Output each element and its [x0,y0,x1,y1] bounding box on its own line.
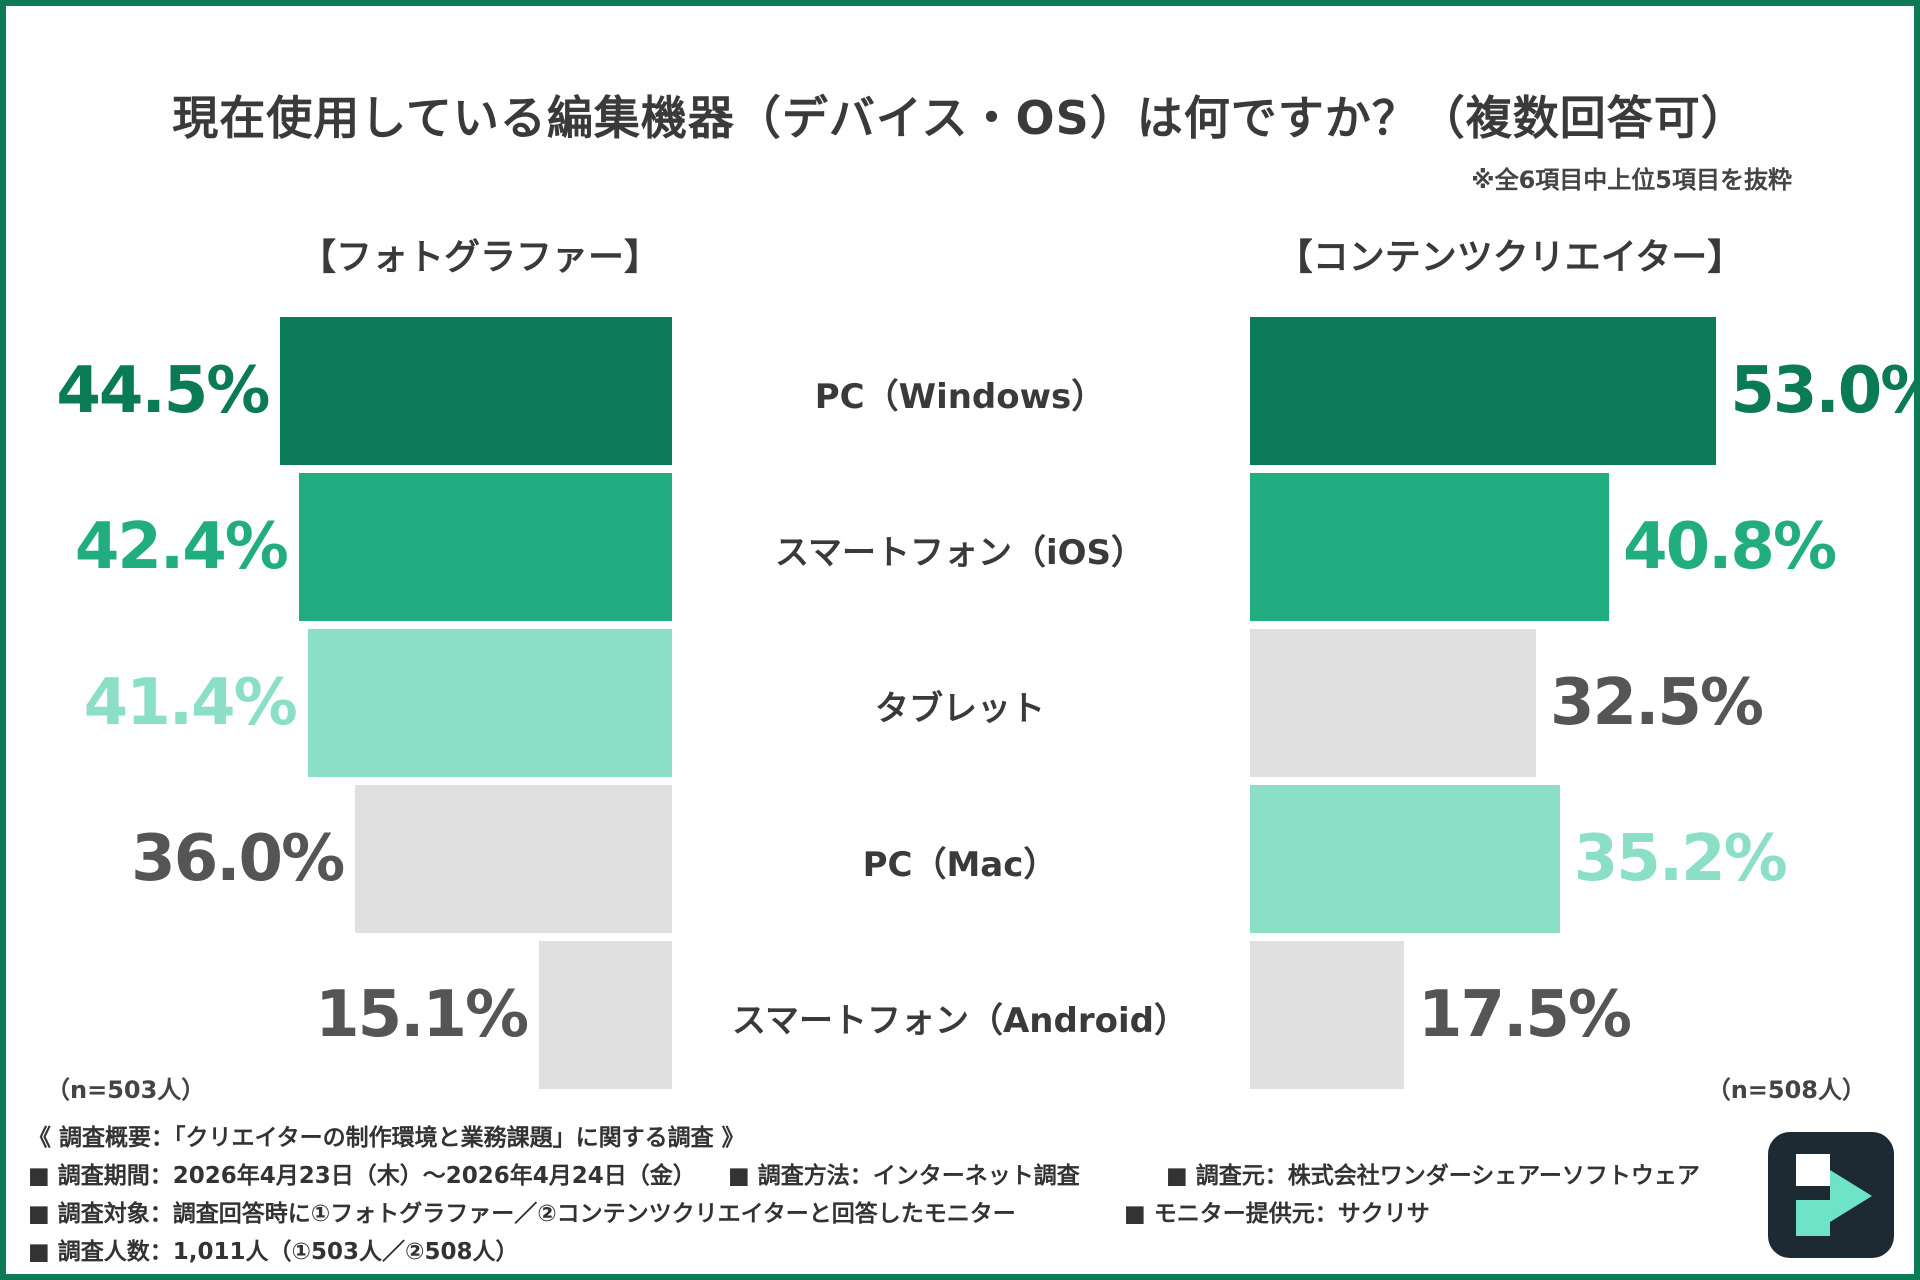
left-bar [280,317,672,465]
right-bar [1250,473,1610,621]
right-value-label: 40.8% [1623,510,1837,584]
right-value-label: 35.2% [1573,822,1788,896]
category-label: スマートフォン（Android） [732,1001,1188,1041]
note-text: ※全6項目中上位5項目を抜粋 [1471,166,1792,194]
survey-count: ■ 調査人数：1,011人（①503人／②508人） [28,1239,519,1265]
right-bar [1250,317,1717,465]
chart-title: 現在使用している編集機器（デバイス・OS）は何ですか？（複数回答可） [172,91,1748,145]
category-label: PC（Mac） [862,845,1058,885]
survey-target: ■ 調査対象：調査回答時に①フォトグラファー／②コンテンツクリエイターと回答した… [28,1201,1016,1227]
right-value-label: 53.0% [1730,354,1920,428]
right-sample-size: （n=508人） [1706,1076,1866,1104]
filmora-logo-icon [1768,1132,1894,1258]
survey-period: ■ 調査期間：2026年4月23日（木）～2026年4月24日（金） [28,1163,696,1189]
right-bar [1250,629,1536,777]
right-series-title: 【コンテンツクリエイター】 [1276,237,1744,278]
left-series-title: 【フォトグラファー】 [299,237,660,278]
right-bar [1250,785,1560,933]
category-label: タブレット [875,689,1045,729]
survey-source: ■ 調査元：株式会社ワンダーシェアーソフトウェア [1166,1163,1700,1189]
left-sample-size: （n=503人） [46,1076,206,1104]
right-value-label: 17.5% [1418,978,1632,1052]
left-value-label: 41.4% [83,666,298,740]
category-label: PC（Windows） [814,377,1106,417]
right-bar [1250,941,1404,1089]
right-value-label: 32.5% [1550,666,1764,740]
left-value-label: 44.5% [56,354,270,428]
survey-provider: ■ モニター提供元：サクリサ [1124,1201,1430,1227]
survey-heading: 《 調査概要：「クリエイターの制作環境と業務課題」に関する調査 》 [28,1125,745,1151]
left-bar [298,473,672,621]
left-bar [307,629,672,777]
left-value-label: 36.0% [131,822,345,896]
left-bar [539,941,672,1089]
survey-method: ■ 調査方法：インターネット調査 [728,1163,1080,1189]
left-bar [355,785,672,933]
left-value-label: 42.4% [74,510,289,584]
category-label: スマートフォン（iOS） [774,533,1146,573]
left-value-label: 15.1% [315,978,529,1052]
